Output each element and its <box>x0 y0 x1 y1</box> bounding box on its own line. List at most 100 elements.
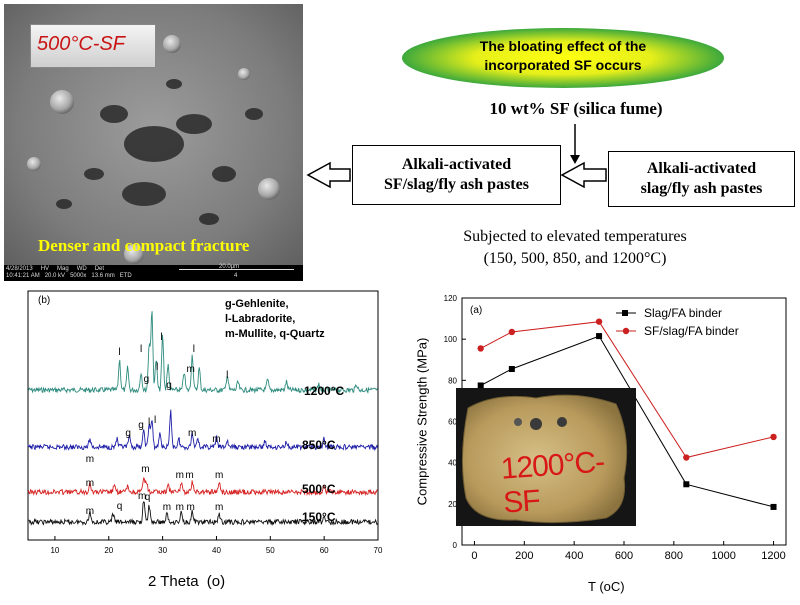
info-value: ETD <box>119 273 132 279</box>
data-point-square <box>508 366 515 373</box>
strength-y-tick-label: 100 <box>444 335 458 344</box>
xrd-legend-item: g-Gehlenite, <box>225 298 289 310</box>
xrd-peak-mark: l <box>156 362 158 373</box>
strength-y-tick-label: 80 <box>448 376 457 385</box>
sample-label: 500°C-SF <box>37 33 126 55</box>
sem-info-bar: 4/28/2013 HV Mag WD Det 10:41:21 AM 20.0… <box>4 264 303 281</box>
xrd-trace-500°C <box>27 477 378 497</box>
right-box-line-1: Alkali-activated <box>646 160 757 177</box>
legend-marker-circle <box>622 327 630 335</box>
strength-ticks: 0 200 400 600 800 1000 1200 0 20 40 60 80 100 120 <box>444 294 786 562</box>
xrd-trace-label-850: 850°C <box>302 438 336 452</box>
xrd-panel-label: (b) <box>38 295 51 306</box>
xrd-x-ticks: 10 20 30 40 50 60 70 <box>50 536 383 555</box>
sem-caption: Denser and compact fracture <box>38 236 250 255</box>
xrd-peak-mark: l <box>226 370 228 381</box>
legend-label: Slag/FA binder <box>644 306 722 320</box>
legend-label: SF/slag/FA binder <box>644 324 739 338</box>
strength-y-label: Compressive Strength (MPa) <box>414 337 430 506</box>
xrd-x-tick-label: 70 <box>374 546 383 555</box>
info-header: WD <box>76 266 87 272</box>
xrd-peak-mark: l <box>160 332 162 343</box>
bloating-line-2: incorporated SF occurs <box>484 57 642 73</box>
temperature-line-1: Subjected to elevated temperatures <box>463 228 687 245</box>
sem-image-panel: 500°C-SF Denser and compact fracture 4/2… <box>4 4 303 281</box>
xrd-peak-mark: m <box>215 470 223 481</box>
data-point-circle <box>770 433 777 441</box>
xrd-peak-mark: m <box>86 506 94 517</box>
data-point-circle <box>683 454 690 461</box>
xrd-peak-mark: l <box>118 347 120 358</box>
info-value: 20.0 kV <box>44 273 66 279</box>
xrd-trace-150°C <box>27 501 378 527</box>
xrd-x-tick-label: 50 <box>266 546 275 555</box>
strength-panel: 0 200 400 600 800 1000 1200 0 20 40 60 80 100 120 Sla… <box>400 285 800 600</box>
bloating-line-1: The bloating effect of the <box>479 38 647 54</box>
xrd-peak-mark: g <box>144 374 150 385</box>
xrd-trace-label-1200: 1200°C <box>304 384 345 398</box>
info-value: 13.6 mm <box>91 273 115 279</box>
xrd-peak-mark: m <box>176 470 184 481</box>
xrd-x-tick-label: 30 <box>158 546 167 555</box>
xrd-peak-mark: m <box>138 491 146 502</box>
center-box: Alkali-activated SF/slag/fly ash pastes <box>352 145 561 205</box>
strength-y-tick-label: 20 <box>448 500 457 509</box>
inset-photo: 1200°C-SF <box>456 388 636 526</box>
xrd-peak-mark: m <box>215 502 223 513</box>
sf-label: 10 wt% SF (silica fume) <box>489 99 663 118</box>
info-value: 10:41:21 AM <box>6 273 40 279</box>
data-point-square <box>596 333 603 340</box>
xrd-x-tick-label: 10 <box>50 546 59 555</box>
xrd-legend-item: l-Labradorite, <box>225 313 296 325</box>
xrd-peak-mark: l <box>154 415 156 426</box>
xrd-legend-item: m-Mullite, q-Quartz <box>225 328 325 340</box>
right-box: Alkali-activated slag/fly ash pastes <box>608 151 795 207</box>
xrd-x-tick-label: 20 <box>104 546 113 555</box>
xrd-peak-mark: g <box>166 380 172 391</box>
xrd-peak-mark: q <box>117 501 123 512</box>
xrd-peak-mark: g <box>138 420 144 431</box>
xrd-legend: g-Gehlenite, l-Labradorite, m-Mullite, q… <box>225 297 325 342</box>
xrd-peak-mark: m <box>186 502 194 513</box>
bloating-text: The bloating effect of the incorporated … <box>402 37 724 75</box>
data-point-circle <box>477 345 484 352</box>
strength-y-tick-label: 60 <box>448 418 457 427</box>
xrd-peak-mark: m <box>86 478 94 489</box>
xrd-peak-mark: m <box>188 428 196 439</box>
strength-x-tick-label: 1000 <box>711 550 735 562</box>
xrd-peak-mark: m <box>86 454 94 465</box>
center-box-line-2: SF/slag/fly ash pastes <box>384 176 529 193</box>
sample-photo: 500°C-SF <box>30 24 156 68</box>
center-box-line-1: Alkali-activated <box>401 156 512 173</box>
info-header: Det <box>94 266 105 272</box>
strength-x-tick-label: 800 <box>665 550 683 562</box>
data-point-circle <box>595 318 603 325</box>
xrd-x-axis-title: 2 Theta (o) <box>148 573 225 590</box>
data-point-square <box>770 503 777 510</box>
strength-x-tick-label: 1200 <box>761 550 785 562</box>
strength-y-tick-label: 40 <box>448 459 457 468</box>
xrd-traces <box>27 311 379 527</box>
inset-sample-photo <box>461 394 628 524</box>
strength-legend: Slag/FA binder SF/slag/FA binder <box>616 306 739 338</box>
xrd-peak-mark: l <box>193 344 195 355</box>
strength-panel-label: (a) <box>470 305 483 316</box>
xrd-x-unit: (o) <box>206 573 226 590</box>
strength-chart: 0 200 400 600 800 1000 1200 0 20 40 60 80 100 120 Sla… <box>444 294 787 562</box>
xrd-peak-mark: m <box>141 464 149 475</box>
xrd-peak-mark: m <box>212 434 220 445</box>
strength-x-label: T (oC) <box>588 579 625 594</box>
info-value: 5000x <box>70 273 87 279</box>
xrd-peak-mark: g <box>125 428 131 439</box>
strength-x-tick-label: 0 <box>471 550 477 562</box>
info-header: HV <box>40 266 50 272</box>
info-header: Mag <box>57 266 69 272</box>
inset-label: 1200°C-SF <box>499 445 606 520</box>
bloating-ellipse <box>402 28 724 88</box>
strength-series <box>477 318 777 510</box>
xrd-peak-mark: l <box>148 417 150 428</box>
xrd-trace-850°C <box>27 409 379 452</box>
info-header: 4/28/2013 <box>6 266 33 272</box>
